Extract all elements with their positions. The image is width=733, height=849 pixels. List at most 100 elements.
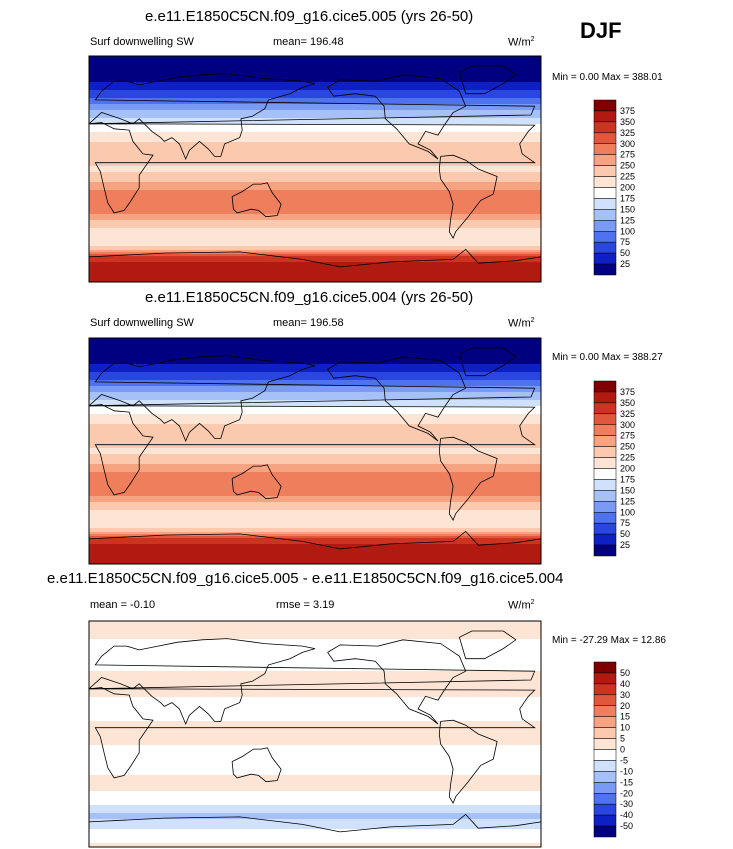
panel3-lat-band bbox=[89, 685, 541, 688]
panel3-lat-band bbox=[89, 813, 541, 816]
panel1-lat-band bbox=[89, 262, 541, 265]
panel2-lat-band bbox=[89, 358, 541, 361]
panel3-colorbar-box bbox=[593, 738, 617, 750]
panel3-colorbar-label: 5 bbox=[620, 734, 625, 744]
panel1-colorbar-label: 325 bbox=[620, 128, 635, 138]
panel2-lat-band bbox=[89, 376, 541, 379]
panel1-lat-band bbox=[89, 56, 541, 59]
panel1-colorbar-label: 275 bbox=[620, 150, 635, 160]
panel1-lat-band bbox=[89, 162, 541, 165]
panel1-lat-band bbox=[89, 176, 541, 179]
panel3-colorbar-box bbox=[593, 661, 617, 674]
panel3-colorbar-label: 0 bbox=[620, 745, 625, 755]
panel3-lat-band bbox=[89, 701, 541, 704]
panel3-lat-band bbox=[89, 795, 541, 798]
panel1-lat-band bbox=[89, 146, 541, 149]
panel3-colorbar-box bbox=[593, 672, 617, 685]
panel3-lat-band bbox=[89, 681, 541, 684]
panel3-lat-band bbox=[89, 637, 541, 640]
panel1-lat-band bbox=[89, 128, 541, 131]
panel2-coastline-4 bbox=[231, 464, 282, 500]
panel2-lat-band bbox=[89, 476, 541, 479]
panel1-lat-band bbox=[89, 100, 541, 103]
panel1-lat-band bbox=[89, 222, 541, 225]
panel1-lat-band bbox=[89, 114, 541, 117]
panel1-lat-band bbox=[89, 274, 541, 277]
panel1-lat-band bbox=[89, 258, 541, 261]
panel1-lat-band bbox=[89, 174, 541, 177]
panel2-lat-band bbox=[89, 514, 541, 517]
panel1-colorbar-box bbox=[593, 121, 617, 134]
panel3-lat-band bbox=[89, 645, 541, 648]
panel3-lat-band bbox=[89, 711, 541, 714]
panel2-lat-band bbox=[89, 456, 541, 459]
panel3-lat-band bbox=[89, 803, 541, 806]
panel1-lat-band bbox=[89, 60, 541, 63]
panel1-lat-band bbox=[89, 90, 541, 93]
panel2-lat-band bbox=[89, 466, 541, 469]
panel1-colorbar-label: 175 bbox=[620, 193, 635, 203]
panel2-minmax: Min = 0.00 Max = 388.27 bbox=[552, 352, 663, 363]
panel3-lat-band bbox=[89, 721, 541, 724]
panel2-lat-band bbox=[89, 516, 541, 519]
panel2-lat-band bbox=[89, 474, 541, 477]
panel3-lat-band bbox=[89, 771, 541, 774]
panel1-lat-band bbox=[89, 216, 541, 219]
panel3-lat-band bbox=[89, 823, 541, 826]
panel1-lat-band bbox=[89, 120, 541, 123]
panel3-lat-band bbox=[89, 713, 541, 716]
panel2-lat-band bbox=[89, 416, 541, 419]
panel1-lat-band bbox=[89, 218, 541, 221]
panel2-lat-band bbox=[89, 486, 541, 489]
panel2-colorbar-label: 325 bbox=[620, 409, 635, 419]
panel3-lat-band bbox=[89, 621, 541, 624]
panel1-lat-band bbox=[89, 110, 541, 113]
panel2-colorbar-label: 150 bbox=[620, 485, 635, 495]
panel1-colorbar-box bbox=[593, 209, 617, 221]
panel3-lat-band bbox=[89, 841, 541, 844]
panel3-lat-band bbox=[89, 833, 541, 836]
panel2-lat-band bbox=[89, 434, 541, 437]
panel1-lat-band bbox=[89, 104, 541, 107]
panel2-lat-band bbox=[89, 494, 541, 497]
panel3-title: e.e11.E1850C5CN.f09_g16.cice5.005 - e.e1… bbox=[47, 570, 564, 587]
panel3-colorbar-box bbox=[593, 727, 617, 739]
panel2-lat-band bbox=[89, 496, 541, 499]
panel3-lat-band bbox=[89, 751, 541, 754]
panel2-units: W/m2 bbox=[508, 317, 535, 330]
panel1-lat-band bbox=[89, 272, 541, 275]
panel1-lat-band bbox=[89, 206, 541, 209]
panel3-lat-band bbox=[89, 743, 541, 746]
panel1-colorbar-box bbox=[593, 220, 617, 232]
panel2-colorbar-box bbox=[593, 391, 617, 404]
panel2-lat-band bbox=[89, 536, 541, 539]
panel1-colorbar-label: 300 bbox=[620, 139, 635, 149]
panel1-lat-band bbox=[89, 190, 541, 193]
panel3-colorbar-label: 30 bbox=[620, 690, 630, 700]
panel2-lat-band bbox=[89, 338, 541, 341]
panel1-lat-band bbox=[89, 160, 541, 163]
panel1-lat-band bbox=[89, 178, 541, 181]
panel2-lat-band bbox=[89, 510, 541, 513]
panel2-lat-band bbox=[89, 458, 541, 461]
panel1-lat-band bbox=[89, 84, 541, 87]
panel2-lat-band bbox=[89, 520, 541, 523]
panel3-lat-band bbox=[89, 705, 541, 708]
panel1-map bbox=[88, 55, 542, 283]
panel1-lat-band bbox=[89, 242, 541, 245]
panel2-lat-band bbox=[89, 524, 541, 527]
panel3-lat-band bbox=[89, 707, 541, 710]
panel3-lat-band bbox=[89, 825, 541, 828]
panel2-colorbar-box bbox=[593, 457, 617, 469]
panel3-lat-band bbox=[89, 747, 541, 750]
panel2-lat-band bbox=[89, 460, 541, 463]
panel1-colorbar-box bbox=[593, 176, 617, 188]
panel2-colorbar-label: 300 bbox=[620, 420, 635, 430]
panel2-lat-band bbox=[89, 404, 541, 407]
panel3-coastline-0 bbox=[327, 639, 467, 725]
panel1-lat-band bbox=[89, 66, 541, 69]
panel2-lat-band bbox=[89, 452, 541, 455]
panel1-colorbar-label: 75 bbox=[620, 237, 630, 247]
panel1-lat-band bbox=[89, 256, 541, 259]
